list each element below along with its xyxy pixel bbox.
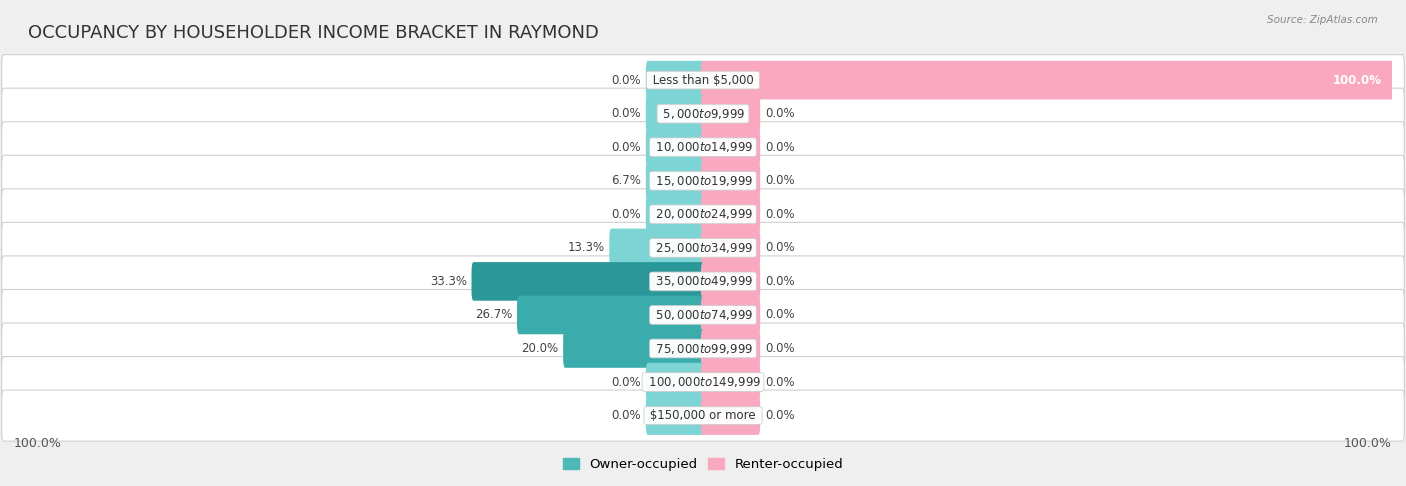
- Text: Less than $5,000: Less than $5,000: [648, 73, 758, 87]
- FancyBboxPatch shape: [645, 61, 704, 100]
- Text: $75,000 to $99,999: $75,000 to $99,999: [652, 342, 754, 355]
- Text: $50,000 to $74,999: $50,000 to $74,999: [652, 308, 754, 322]
- Text: $5,000 to $9,999: $5,000 to $9,999: [659, 106, 747, 121]
- Text: $15,000 to $19,999: $15,000 to $19,999: [652, 174, 754, 188]
- FancyBboxPatch shape: [645, 396, 704, 435]
- FancyBboxPatch shape: [1, 54, 1405, 105]
- Text: 100.0%: 100.0%: [1333, 73, 1382, 87]
- Text: 6.7%: 6.7%: [612, 174, 641, 187]
- FancyBboxPatch shape: [702, 61, 1393, 100]
- Text: 0.0%: 0.0%: [765, 141, 794, 154]
- FancyBboxPatch shape: [1, 256, 1405, 307]
- FancyBboxPatch shape: [1, 223, 1405, 273]
- FancyBboxPatch shape: [564, 329, 704, 368]
- FancyBboxPatch shape: [645, 94, 704, 133]
- Text: 13.3%: 13.3%: [568, 242, 605, 254]
- Text: OCCUPANCY BY HOUSEHOLDER INCOME BRACKET IN RAYMOND: OCCUPANCY BY HOUSEHOLDER INCOME BRACKET …: [28, 24, 599, 42]
- FancyBboxPatch shape: [702, 295, 761, 334]
- Text: $25,000 to $34,999: $25,000 to $34,999: [652, 241, 754, 255]
- Text: $150,000 or more: $150,000 or more: [647, 409, 759, 422]
- FancyBboxPatch shape: [645, 195, 704, 234]
- Text: $100,000 to $149,999: $100,000 to $149,999: [644, 375, 762, 389]
- FancyBboxPatch shape: [702, 329, 761, 368]
- FancyBboxPatch shape: [702, 128, 761, 167]
- Text: 0.0%: 0.0%: [765, 309, 794, 321]
- Text: 0.0%: 0.0%: [765, 174, 794, 187]
- FancyBboxPatch shape: [702, 195, 761, 234]
- Text: 0.0%: 0.0%: [765, 275, 794, 288]
- Text: 0.0%: 0.0%: [612, 73, 641, 87]
- Text: 0.0%: 0.0%: [612, 141, 641, 154]
- Text: 33.3%: 33.3%: [430, 275, 467, 288]
- FancyBboxPatch shape: [645, 363, 704, 401]
- FancyBboxPatch shape: [645, 128, 704, 167]
- Text: $35,000 to $49,999: $35,000 to $49,999: [652, 275, 754, 288]
- FancyBboxPatch shape: [1, 390, 1405, 441]
- FancyBboxPatch shape: [645, 161, 704, 200]
- Text: 0.0%: 0.0%: [765, 107, 794, 120]
- FancyBboxPatch shape: [471, 262, 704, 301]
- FancyBboxPatch shape: [1, 189, 1405, 240]
- FancyBboxPatch shape: [1, 357, 1405, 408]
- Text: 20.0%: 20.0%: [522, 342, 558, 355]
- Text: $20,000 to $24,999: $20,000 to $24,999: [652, 208, 754, 221]
- FancyBboxPatch shape: [1, 290, 1405, 341]
- Text: 0.0%: 0.0%: [612, 376, 641, 388]
- Text: 0.0%: 0.0%: [765, 342, 794, 355]
- Text: 0.0%: 0.0%: [765, 208, 794, 221]
- Text: Source: ZipAtlas.com: Source: ZipAtlas.com: [1267, 15, 1378, 25]
- Text: 26.7%: 26.7%: [475, 309, 512, 321]
- Text: 0.0%: 0.0%: [765, 409, 794, 422]
- Text: 100.0%: 100.0%: [1344, 437, 1392, 451]
- FancyBboxPatch shape: [1, 155, 1405, 206]
- Legend: Owner-occupied, Renter-occupied: Owner-occupied, Renter-occupied: [558, 453, 848, 476]
- FancyBboxPatch shape: [702, 262, 761, 301]
- FancyBboxPatch shape: [702, 363, 761, 401]
- FancyBboxPatch shape: [609, 228, 704, 267]
- FancyBboxPatch shape: [702, 396, 761, 435]
- FancyBboxPatch shape: [702, 161, 761, 200]
- FancyBboxPatch shape: [1, 122, 1405, 173]
- Text: $10,000 to $14,999: $10,000 to $14,999: [652, 140, 754, 154]
- FancyBboxPatch shape: [702, 228, 761, 267]
- Text: 0.0%: 0.0%: [765, 242, 794, 254]
- Text: 0.0%: 0.0%: [612, 208, 641, 221]
- Text: 0.0%: 0.0%: [612, 107, 641, 120]
- FancyBboxPatch shape: [1, 323, 1405, 374]
- Text: 100.0%: 100.0%: [14, 437, 62, 451]
- FancyBboxPatch shape: [702, 94, 761, 133]
- FancyBboxPatch shape: [1, 88, 1405, 139]
- Text: 0.0%: 0.0%: [612, 409, 641, 422]
- FancyBboxPatch shape: [517, 295, 704, 334]
- Text: 0.0%: 0.0%: [765, 376, 794, 388]
